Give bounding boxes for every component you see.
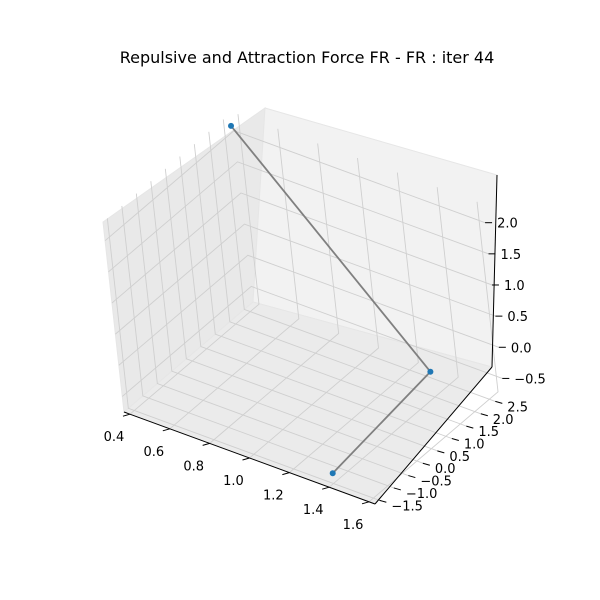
y-grid-line <box>164 168 438 452</box>
x-tick-mark <box>242 457 250 461</box>
z-tick-label: 0.5 <box>507 310 528 325</box>
graph-edge <box>230 125 432 373</box>
x-axis-ticks: 0.4 0.6 0.8 1.0 1.2 1.4 1.6 <box>104 413 370 533</box>
axes-3d: 0.40.60.81.01.21.41.6 −1.5−1.0−0.50.00.5… <box>102 106 546 533</box>
y-tick-mark <box>451 438 459 441</box>
grid-lines <box>104 114 503 503</box>
z-grid-line <box>115 223 496 335</box>
y-tick-label: 0.0 <box>435 462 456 477</box>
z-tick-label: 1.5 <box>501 248 522 263</box>
y-tick-label: 2.0 <box>493 413 514 428</box>
x-tick-label: 1.6 <box>343 518 364 533</box>
y-tick-mark <box>495 400 503 404</box>
x-tick-mark <box>322 486 330 490</box>
y-tick-mark <box>393 487 401 491</box>
z-tick-label: 2.0 <box>497 217 518 232</box>
x-tick-label: 1.2 <box>263 489 284 504</box>
y-grid-line <box>150 181 423 464</box>
y-axis-ticks: −1.5−1.0−0.50.00.51.01.52.02.5 <box>379 400 528 514</box>
x-grid-line <box>209 143 340 444</box>
z-grid-line <box>111 192 493 304</box>
y-tick-mark <box>408 475 416 479</box>
graph-nodes <box>228 122 434 477</box>
y-tick-label: −1.0 <box>406 487 438 502</box>
z-grid-line <box>108 161 489 273</box>
x-tick-label: 0.8 <box>183 459 204 474</box>
z-axis-line <box>491 174 498 368</box>
x-tick-label: 1.4 <box>303 503 324 518</box>
y-grid-line <box>222 119 496 402</box>
z-axis-ticks: −0.5 0.0 0.5 1.0 1.5 2.0 <box>485 217 546 387</box>
x-grid-line <box>328 187 459 488</box>
x-tick-label: 0.4 <box>104 430 125 445</box>
x-tick-label: 0.6 <box>143 445 164 460</box>
x-grid-line <box>249 157 379 459</box>
y-grid-line <box>179 156 452 439</box>
y-tick-label: 1.5 <box>478 425 499 440</box>
x-grid-line <box>368 201 499 503</box>
y-tick-mark <box>480 413 488 417</box>
x-grid-line <box>129 114 260 415</box>
y-tick-mark <box>437 450 445 454</box>
y-grid-line <box>208 131 481 415</box>
graph-node <box>228 122 235 129</box>
y-grid-line <box>135 193 409 476</box>
y-tick-label: −0.5 <box>420 475 452 490</box>
z-tick-label: 0.0 <box>511 341 532 356</box>
y-grid-line <box>106 218 380 501</box>
x-tick-mark <box>122 413 131 417</box>
z-tick-label: −0.5 <box>514 372 546 387</box>
y-tick-mark <box>422 462 430 466</box>
y-tick-label: 0.5 <box>449 450 470 465</box>
graph-node <box>427 368 434 375</box>
x-tick-label: 1.0 <box>223 474 244 489</box>
y-tick-label: 1.0 <box>464 437 485 452</box>
y-grid-line <box>121 205 394 489</box>
x-tick-mark <box>282 472 290 476</box>
x-grid-line <box>289 172 419 473</box>
chart-title: Repulsive and Attraction Force FR - FR :… <box>120 48 495 67</box>
x-tick-mark <box>361 501 370 505</box>
y-tick-label: −1.5 <box>391 499 423 514</box>
graph-node <box>329 470 336 477</box>
y-tick-mark <box>466 425 474 429</box>
z-grid-line <box>121 285 503 397</box>
x-tick-mark <box>162 428 170 432</box>
graph-edge <box>332 371 432 474</box>
y-grid-line <box>193 144 467 427</box>
z-grid-line <box>118 254 499 366</box>
x-tick-mark <box>202 442 210 446</box>
y-tick-mark <box>379 499 387 503</box>
graph-edges <box>230 125 432 474</box>
z-tick-label: 1.0 <box>504 279 525 294</box>
y-axis-line <box>374 366 493 505</box>
y-tick-label: 2.5 <box>507 400 528 415</box>
